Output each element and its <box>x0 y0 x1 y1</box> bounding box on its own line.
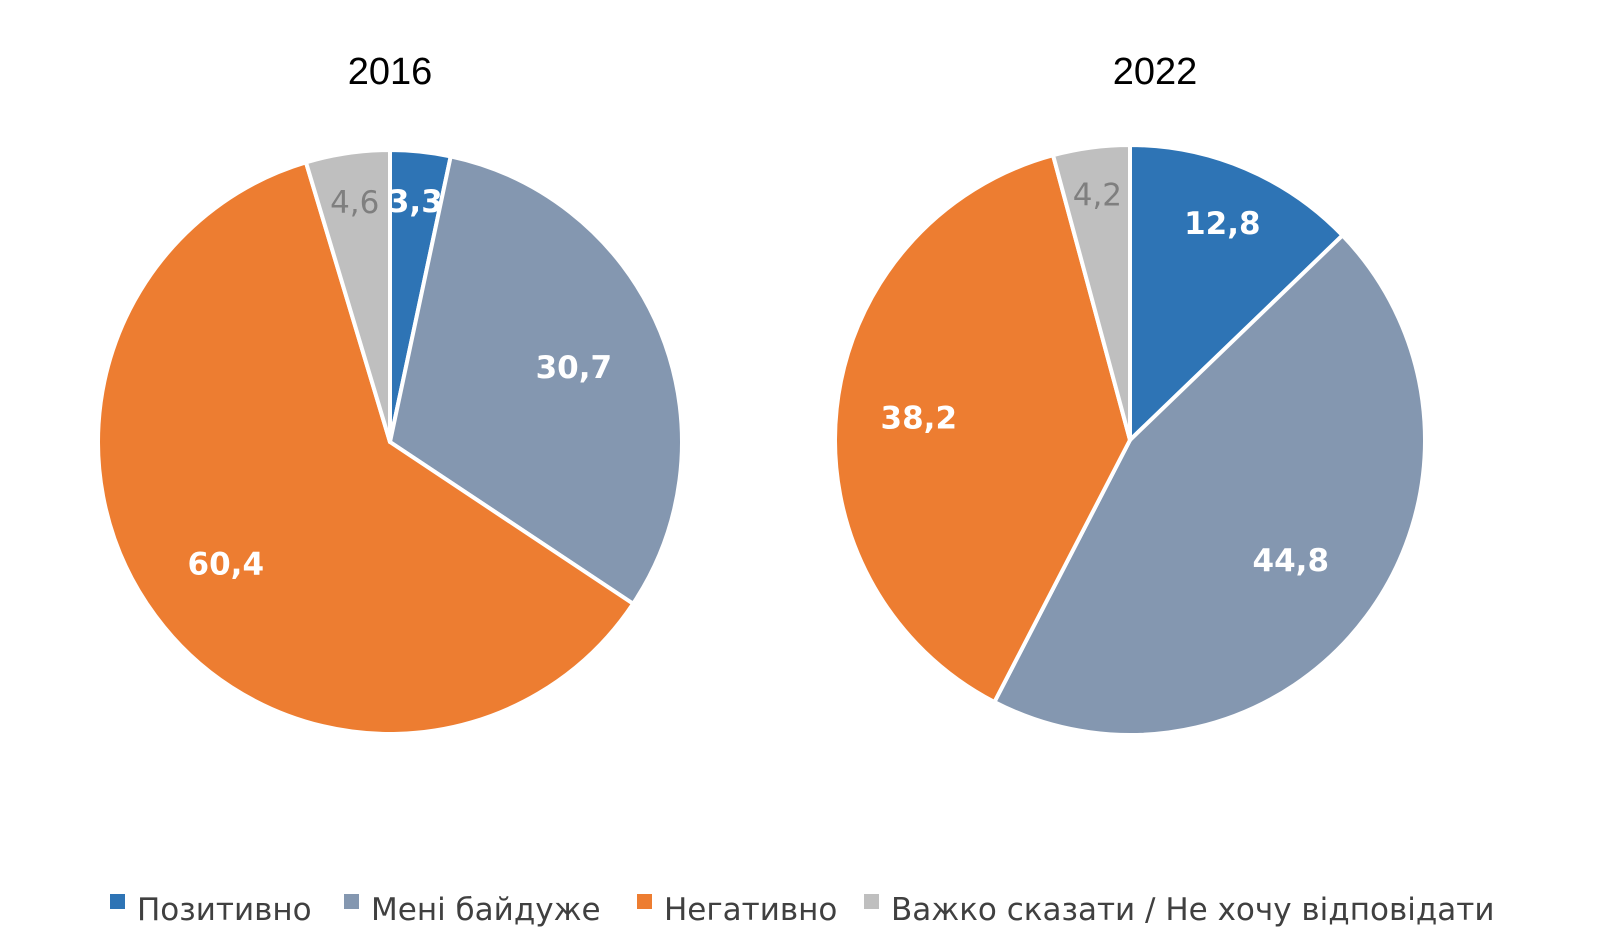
pie-chart-2016: 2016 3,3 30,7 60,4 4,6 <box>96 51 684 736</box>
legend-swatch-vazhko-skazaty <box>864 894 879 909</box>
data-label-2022-nehatyvno: 38,2 <box>881 400 958 436</box>
pie-slice-2022-meni-baiduzhe <box>992 233 1427 737</box>
legend-item-vazhko-skazaty: Важко сказати / Не хочу відповідати <box>864 892 1494 928</box>
legend-swatch-pozytyvno <box>110 894 125 909</box>
pie-labels-2016: 3,3 30,7 60,4 4,6 <box>188 184 613 583</box>
pie-slice-2022-vazhko-skazaty <box>1051 143 1132 442</box>
pie-title-2016: 2016 <box>348 51 433 93</box>
pie-slice-2022-pozytyvno <box>1128 143 1345 442</box>
legend-label-meni-baiduzhe: Мені байдуже <box>371 892 601 928</box>
legend-item-nehatyvno: Негативно <box>637 892 837 928</box>
data-label-2016-pozytyvno: 3,3 <box>388 184 443 220</box>
pie-slices-2022 <box>833 143 1427 737</box>
pie-chart-2022: 2022 12,8 44,8 38,2 4,2 <box>833 51 1427 737</box>
data-label-2016-nehatyvno: 60,4 <box>188 547 265 583</box>
legend: Позитивно Мені байдуже Негативно Важко с… <box>110 892 1494 928</box>
data-label-2022-meni-baiduzhe: 44,8 <box>1253 543 1330 579</box>
pie-title-2022: 2022 <box>1113 51 1198 93</box>
pie-slice-2016-meni-baiduzhe <box>388 154 684 606</box>
legend-swatch-nehatyvno <box>637 894 652 909</box>
pie-labels-2022: 12,8 44,8 38,2 4,2 <box>881 177 1329 579</box>
data-label-2022-pozytyvno: 12,8 <box>1184 206 1261 242</box>
data-label-2016-meni-baiduzhe: 30,7 <box>536 350 613 386</box>
legend-item-pozytyvno: Позитивно <box>110 892 312 928</box>
legend-label-nehatyvno: Негативно <box>664 892 837 928</box>
legend-item-meni-baiduzhe: Мені байдуже <box>344 892 601 928</box>
data-label-2016-vazhko-skazaty: 4,6 <box>330 185 379 221</box>
legend-label-vazhko-skazaty: Важко сказати / Не хочу відповідати <box>891 892 1494 928</box>
data-label-2022-vazhko-skazaty: 4,2 <box>1073 177 1122 213</box>
legend-swatch-meni-baiduzhe <box>344 894 359 909</box>
pie-slices-2016 <box>96 148 684 736</box>
pie-slice-2016-nehatyvno <box>96 160 636 736</box>
legend-label-pozytyvno: Позитивно <box>137 892 312 928</box>
pie-slice-2022-nehatyvno <box>833 153 1132 704</box>
pie-slice-2016-vazhko-skazaty <box>303 148 392 444</box>
